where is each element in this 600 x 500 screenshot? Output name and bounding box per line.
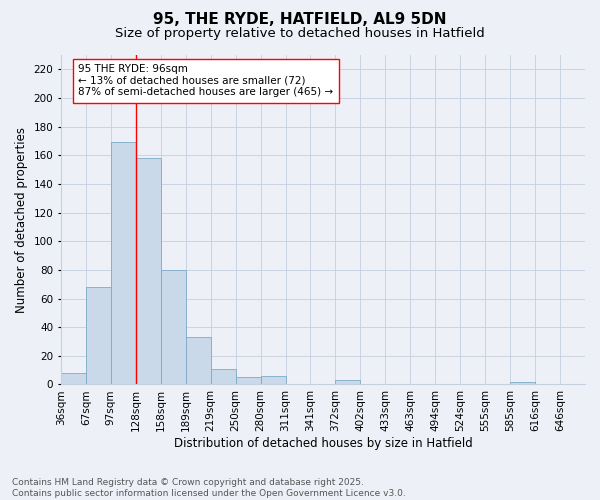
Bar <box>161 270 186 384</box>
Bar <box>136 158 161 384</box>
Bar <box>86 287 111 384</box>
Text: 95 THE RYDE: 96sqm
← 13% of detached houses are smaller (72)
87% of semi-detache: 95 THE RYDE: 96sqm ← 13% of detached hou… <box>79 64 334 98</box>
Bar <box>260 376 286 384</box>
Bar <box>111 142 136 384</box>
Text: 95, THE RYDE, HATFIELD, AL9 5DN: 95, THE RYDE, HATFIELD, AL9 5DN <box>153 12 447 28</box>
Bar <box>335 380 361 384</box>
Text: Contains HM Land Registry data © Crown copyright and database right 2025.
Contai: Contains HM Land Registry data © Crown c… <box>12 478 406 498</box>
Bar <box>61 373 86 384</box>
Bar <box>211 368 236 384</box>
Bar <box>236 378 260 384</box>
Y-axis label: Number of detached properties: Number of detached properties <box>15 126 28 312</box>
Bar <box>510 382 535 384</box>
Bar <box>186 337 211 384</box>
Text: Size of property relative to detached houses in Hatfield: Size of property relative to detached ho… <box>115 28 485 40</box>
X-axis label: Distribution of detached houses by size in Hatfield: Distribution of detached houses by size … <box>173 437 472 450</box>
